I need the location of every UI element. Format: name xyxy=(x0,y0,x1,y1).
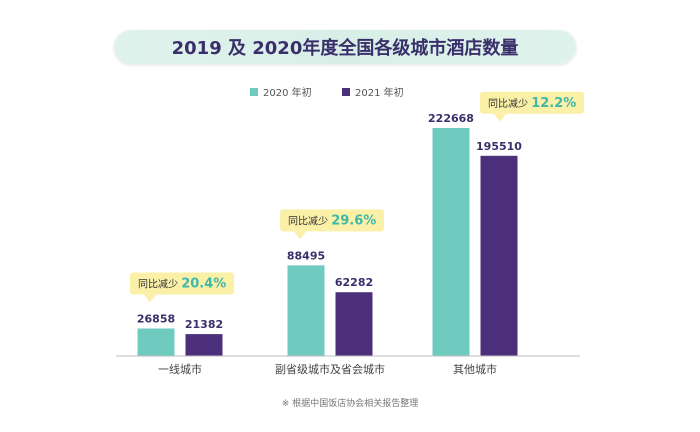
bar-2-1 xyxy=(480,155,518,356)
chart-title: 2019 及 2020年度全国各级城市酒店数量 xyxy=(114,30,576,64)
annotation-text-2: 同比减少 12.2% xyxy=(488,96,576,111)
bar-0-0 xyxy=(137,328,175,356)
value-labels: 26858 21382 88495 62282 222668 195510 xyxy=(137,112,522,331)
annotation-2: 同比减少 12.2% xyxy=(480,91,584,122)
bar-chart: 2020 年初 2021 年初 同比减少 20.4%同比减少 29.6%同比减少 … xyxy=(116,86,584,376)
x-tick-labels: 一线城市 副省级城市及省会城市 其他城市 xyxy=(158,362,497,376)
bar-1-1 xyxy=(335,292,373,356)
legend-label-1: 2021 年初 xyxy=(355,86,404,99)
annotation-1: 同比减少 29.6% xyxy=(280,209,384,240)
bar-2-0 xyxy=(432,128,470,356)
annotation-text-1: 同比减少 29.6% xyxy=(288,213,376,228)
x-tick-label-0: 一线城市 xyxy=(158,362,202,376)
annotation-bubble-1 xyxy=(280,209,384,232)
annotation-pointer-1 xyxy=(294,231,306,240)
bar-0-1 xyxy=(185,334,223,356)
legend: 2020 年初 2021 年初 xyxy=(250,86,404,99)
value-label-1-0: 88495 xyxy=(287,249,325,262)
source-note: ※ 根据中国饭店协会相关报告整理 xyxy=(281,399,419,409)
value-label-0-1: 21382 xyxy=(185,318,223,331)
legend-swatch-0 xyxy=(250,88,258,96)
annotation-0: 同比减少 20.4% xyxy=(130,272,234,303)
value-label-2-0: 222668 xyxy=(428,112,474,125)
annotation-bubble-0 xyxy=(130,272,234,295)
annotation-text-0: 同比减少 20.4% xyxy=(138,276,226,291)
value-label-1-1: 62282 xyxy=(335,276,373,289)
value-label-0-0: 26858 xyxy=(137,312,175,325)
value-label-2-1: 195510 xyxy=(476,140,522,153)
annotation-pointer-2 xyxy=(494,113,506,122)
legend-swatch-1 xyxy=(342,88,350,96)
bars xyxy=(137,128,518,356)
annotation-pointer-0 xyxy=(144,294,156,303)
x-tick-label-1: 副省级城市及省会城市 xyxy=(275,362,385,376)
legend-label-0: 2020 年初 xyxy=(263,86,312,99)
x-tick-label-2: 其他城市 xyxy=(453,362,497,376)
annotation-bubble-2 xyxy=(480,91,584,114)
bar-1-0 xyxy=(287,265,325,356)
annotations: 同比减少 20.4% 同比减少 29.6% 同比减少 12.2% xyxy=(130,91,584,303)
